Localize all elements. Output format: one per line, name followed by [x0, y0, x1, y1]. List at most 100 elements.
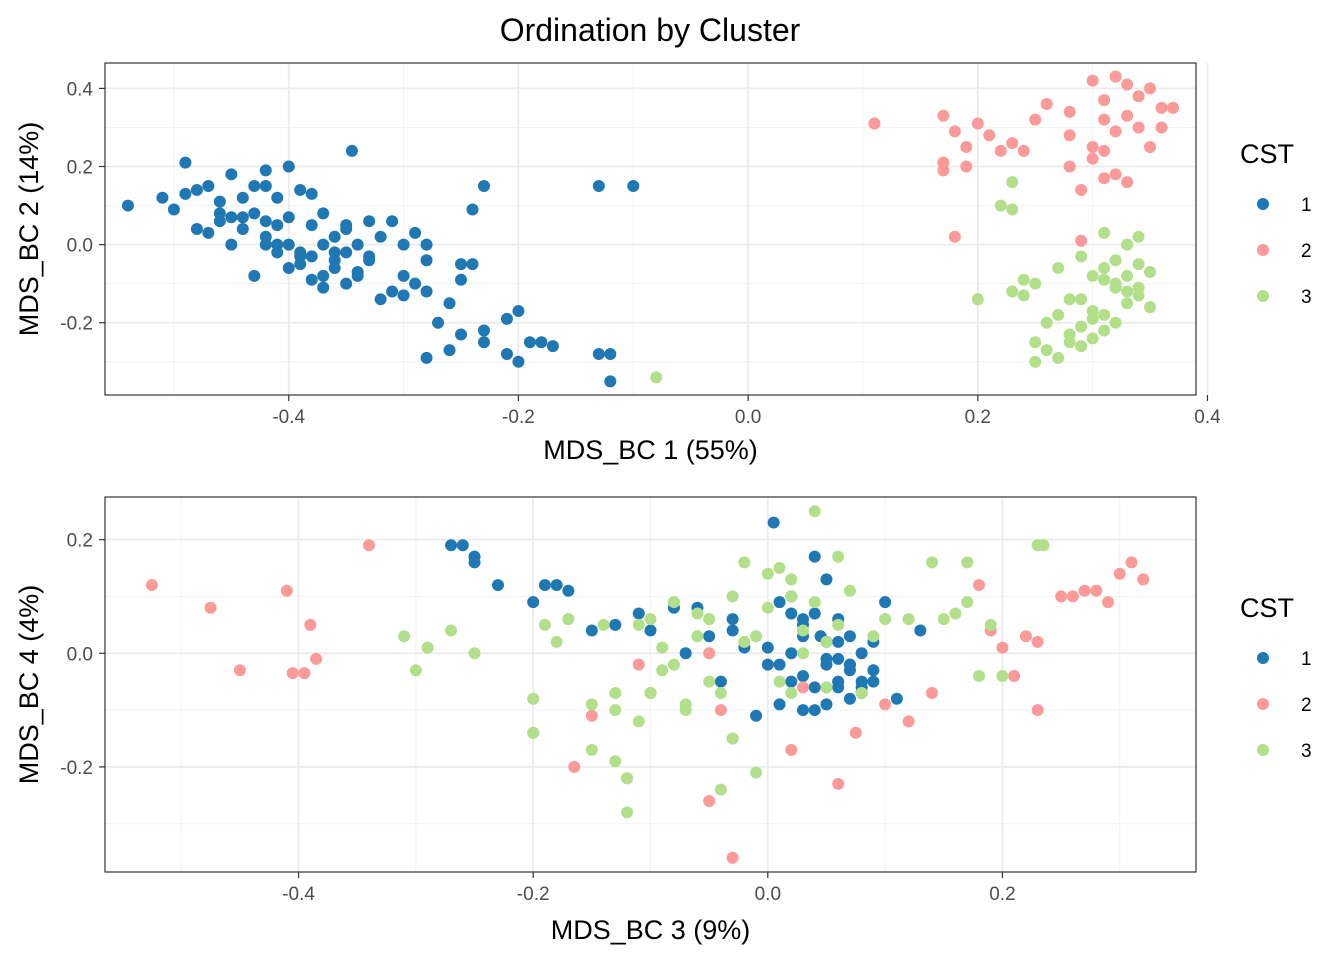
data-point-cst-1 [225, 238, 238, 251]
data-point-cst-3 [656, 641, 669, 654]
x-axis-label: MDS_BC 1 (55%) [543, 435, 758, 465]
x-tick-label: 0.4 [1194, 407, 1221, 428]
data-point-cst-1 [890, 692, 903, 705]
data-point-cst-1 [466, 203, 479, 216]
data-point-cst-1 [546, 340, 559, 353]
data-point-cst-1 [820, 698, 833, 711]
data-point-cst-1 [456, 539, 469, 552]
data-point-cst-1 [236, 191, 249, 204]
data-point-cst-1 [374, 293, 387, 306]
data-point-cst-2 [1137, 573, 1150, 586]
data-point-cst-2 [1040, 98, 1053, 111]
data-point-cst-1 [282, 238, 295, 251]
data-point-cst-1 [340, 223, 353, 235]
data-point-cst-2 [960, 160, 973, 173]
data-point-cst-2 [996, 641, 1009, 654]
data-point-cst-3 [691, 607, 704, 620]
data-point-cst-3 [1063, 293, 1076, 306]
data-point-cst-1 [477, 324, 490, 337]
data-point-cst-3 [797, 647, 810, 660]
data-point-cst-3 [797, 624, 810, 637]
data-point-cst-1 [351, 265, 364, 278]
data-point-cst-2 [362, 539, 375, 552]
data-point-cst-2 [286, 667, 299, 680]
data-point-cst-3 [644, 613, 657, 626]
data-point-cst-3 [632, 715, 645, 728]
data-point-cst-3 [1121, 285, 1134, 298]
data-point-cst-3 [1052, 262, 1065, 275]
data-point-cst-1 [523, 336, 536, 349]
data-point-cst-2 [1144, 140, 1157, 153]
data-point-cst-1 [420, 254, 433, 267]
data-point-cst-1 [767, 516, 780, 529]
data-point-cst-3 [562, 613, 575, 626]
data-point-cst-3 [703, 675, 716, 688]
data-point-cst-3 [1132, 230, 1145, 243]
data-point-cst-2 [1086, 74, 1099, 87]
data-point-cst-3 [538, 618, 551, 631]
panel-mds-3-4: -0.4 -0.2 0.0 0.2 -0.2 0.0 0.2 MDS_BC 3 (9%) M… [14, 496, 1312, 945]
data-point-cst-1 [843, 692, 856, 705]
data-point-cst-3 [971, 293, 984, 306]
data-point-cst-1 [317, 207, 330, 220]
x-tick-label: 0.2 [989, 884, 1015, 905]
data-point-cst-2 [937, 109, 950, 122]
data-point-cst-3 [820, 635, 833, 648]
legend-key-cst-1 [1257, 198, 1269, 210]
data-point-cst-3 [1109, 316, 1122, 329]
data-point-cst-2 [879, 698, 892, 711]
data-point-cst-1 [808, 704, 821, 717]
data-point-cst-1 [386, 285, 399, 298]
data-point-cst-1 [843, 658, 856, 671]
data-point-cst-3 [1063, 328, 1076, 341]
data-point-cst-3 [1075, 293, 1088, 306]
data-point-cst-1 [491, 579, 504, 592]
data-point-cst-1 [363, 215, 376, 228]
data-point-cst-3 [585, 743, 598, 756]
data-point-cst-3 [855, 687, 868, 700]
data-point-cst-3 [738, 556, 751, 569]
data-point-cst-1 [248, 269, 261, 282]
data-point-cst-3 [650, 371, 663, 384]
gridlines [105, 497, 1196, 872]
data-point-cst-2 [703, 794, 716, 807]
data-point-cst-1 [773, 698, 786, 711]
data-point-cst-3 [949, 607, 962, 620]
data-point-cst-3 [445, 624, 458, 637]
x-tick-label: -0.2 [517, 884, 550, 905]
data-points [121, 70, 1180, 388]
data-point-cst-2 [1167, 101, 1180, 114]
data-point-cst-1 [785, 607, 798, 620]
legend-label-cst-2: 2 [1301, 695, 1312, 716]
data-point-cst-1 [259, 180, 272, 193]
data-point-cst-2 [948, 125, 961, 138]
data-point-cst-1 [808, 607, 821, 620]
data-point-cst-1 [914, 624, 927, 637]
data-point-cst-1 [477, 336, 490, 349]
data-point-cst-1 [190, 223, 203, 235]
data-point-cst-1 [832, 635, 845, 648]
data-point-cst-2 [632, 658, 645, 671]
data-point-cst-3 [1029, 336, 1042, 349]
data-point-cst-1 [294, 183, 307, 196]
y-tick-label: 0.0 [67, 236, 93, 257]
data-point-cst-1 [445, 539, 458, 552]
data-point-cst-2 [1063, 160, 1076, 173]
data-point-cst-3 [773, 675, 786, 688]
data-point-cst-2 [298, 667, 311, 680]
data-point-cst-2 [1063, 129, 1076, 142]
data-point-cst-3 [527, 726, 540, 739]
data-point-cst-1 [477, 180, 490, 193]
data-point-cst-3 [632, 618, 645, 631]
legend-key-cst-2 [1257, 698, 1269, 710]
data-point-cst-3 [1006, 176, 1019, 189]
data-point-cst-3 [1075, 320, 1088, 333]
data-point-cst-3 [750, 766, 763, 779]
data-point-cst-3 [808, 505, 821, 518]
data-point-cst-1 [726, 613, 739, 626]
data-point-cst-3 [1037, 539, 1050, 552]
data-point-cst-3 [996, 669, 1009, 682]
data-point-cst-1 [773, 658, 786, 671]
data-point-cst-1 [202, 180, 215, 193]
data-point-cst-3 [1086, 332, 1099, 345]
